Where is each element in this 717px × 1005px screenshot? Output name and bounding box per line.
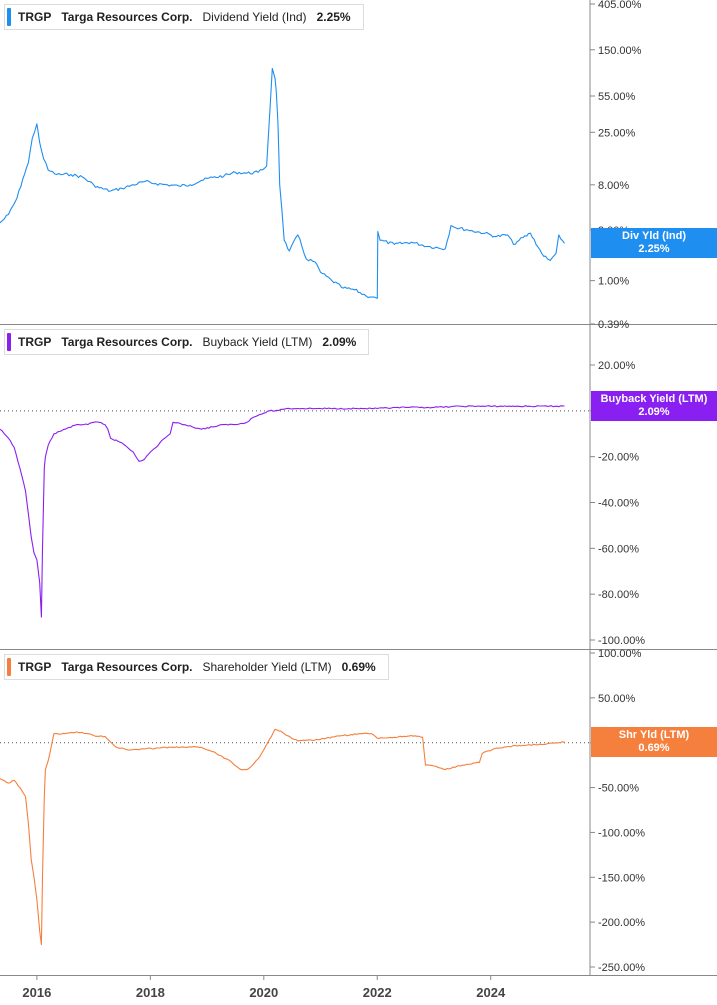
badge-value: 2.09% <box>638 406 670 419</box>
company-name: Targa Resources Corp. <box>61 335 193 349</box>
metric-name: Buyback Yield (LTM) <box>202 335 313 349</box>
x-tick-label: 2020 <box>249 985 278 1000</box>
y-tick-label: -40.00% <box>598 498 639 510</box>
series-color-swatch <box>7 658 11 676</box>
y-tick-label: -250.00% <box>598 962 645 974</box>
y-tick-label: -100.00% <box>598 635 645 647</box>
series-line-2 <box>0 728 565 946</box>
y-tick-label: 25.00% <box>598 127 636 139</box>
ticker-symbol: TRGP <box>18 335 52 349</box>
y-tick-label: 20.00% <box>598 360 636 372</box>
series-color-swatch <box>7 333 11 351</box>
badge-label: Buyback Yield (LTM) <box>600 393 708 406</box>
ticker-symbol: TRGP <box>18 10 52 24</box>
metric-value: 0.69% <box>341 660 376 674</box>
x-tick-label: 2024 <box>476 985 506 1000</box>
metric-value: 2.09% <box>322 335 357 349</box>
y-tick-label: -150.00% <box>598 872 645 884</box>
x-tick-label: 2022 <box>363 985 392 1000</box>
y-tick-label: -50.00% <box>598 783 639 795</box>
x-tick-label: 2016 <box>22 985 51 1000</box>
y-tick-label: 150.00% <box>598 45 642 57</box>
current-value-badge-shareholder: Shr Yld (LTM) 0.69% <box>591 727 717 758</box>
legend-dividend-yield[interactable]: TRGP Targa Resources Corp. Dividend Yiel… <box>4 4 364 30</box>
company-name: Targa Resources Corp. <box>61 660 193 674</box>
badge-value: 0.69% <box>638 742 670 755</box>
company-name: Targa Resources Corp. <box>61 10 193 24</box>
y-tick-label: -200.00% <box>598 917 645 929</box>
y-tick-label: 1.00% <box>598 276 629 288</box>
y-tick-label: 405.00% <box>598 0 642 11</box>
y-tick-label: 0.39% <box>598 319 629 331</box>
legend-buyback-yield[interactable]: TRGP Targa Resources Corp. Buyback Yield… <box>4 329 370 355</box>
metric-name: Shareholder Yield (LTM) <box>202 660 332 674</box>
y-tick-label: 8.00% <box>598 180 629 192</box>
y-tick-label: 55.00% <box>598 91 636 103</box>
legend-shareholder-yield[interactable]: TRGP Targa Resources Corp. Shareholder Y… <box>4 654 389 680</box>
badge-label: Shr Yld (LTM) <box>618 729 690 742</box>
y-tick-label: -100.00% <box>598 827 645 839</box>
metric-name: Dividend Yield (Ind) <box>202 10 307 24</box>
series-line-1 <box>0 405 565 618</box>
ticker-symbol: TRGP <box>18 660 52 674</box>
current-value-badge-dividend: Div Yld (Ind) 2.25% <box>591 228 717 259</box>
badge-value: 2.25% <box>638 243 670 256</box>
metric-value: 2.25% <box>316 10 351 24</box>
y-tick-label: 50.00% <box>598 693 636 705</box>
y-tick-label: 100.00% <box>598 648 642 660</box>
series-color-swatch <box>7 8 11 26</box>
badge-label: Div Yld (Ind) <box>622 230 686 243</box>
current-value-badge-buyback: Buyback Yield (LTM) 2.09% <box>591 391 717 422</box>
y-tick-label: -80.00% <box>598 589 639 601</box>
series-line-0 <box>0 67 565 299</box>
x-tick-label: 2018 <box>136 985 165 1000</box>
y-tick-label: -20.00% <box>598 452 639 464</box>
y-tick-label: -60.00% <box>598 543 639 555</box>
